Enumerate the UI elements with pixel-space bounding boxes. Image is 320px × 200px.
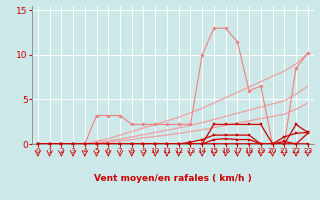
X-axis label: Vent moyen/en rafales ( km/h ): Vent moyen/en rafales ( km/h ) xyxy=(94,174,252,183)
